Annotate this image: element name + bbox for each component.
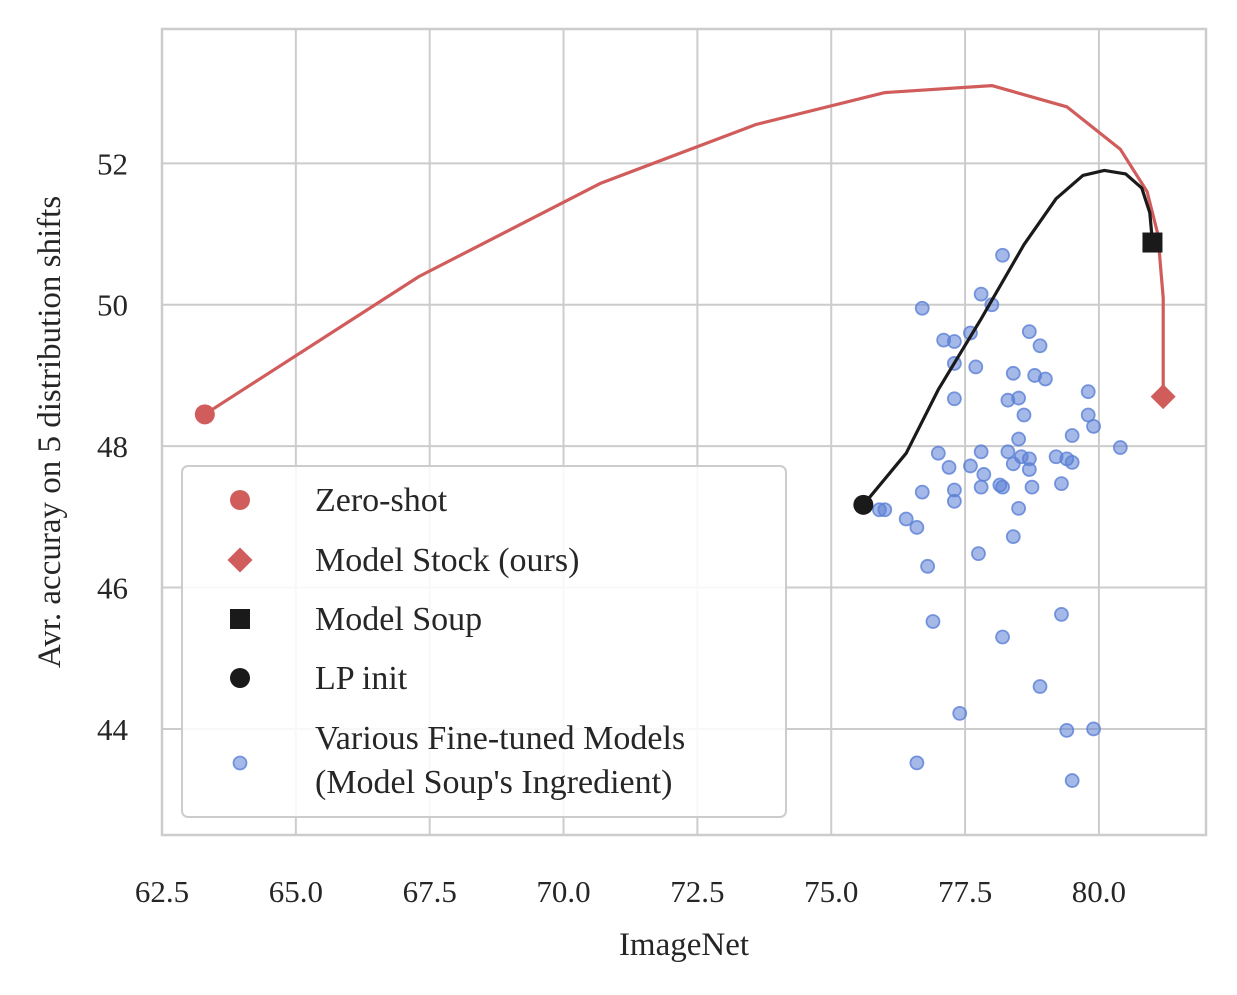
marker-point bbox=[194, 404, 215, 425]
legend-marker bbox=[232, 755, 248, 771]
legend-label-line: Various Fine-tuned Models bbox=[315, 720, 685, 757]
x-tick-label: 72.5 bbox=[670, 874, 724, 909]
ingredient-point bbox=[1064, 428, 1080, 443]
legend: Zero-shot Model Stock (ours) Model Soup LP … bbox=[181, 465, 787, 818]
x-axis-title: ImageNet bbox=[619, 927, 749, 963]
ingredient-point bbox=[1064, 773, 1080, 788]
legend-label-line: Model Soup bbox=[315, 601, 482, 638]
legend-marker bbox=[230, 490, 250, 510]
y-tick-label: 52 bbox=[97, 146, 128, 181]
ingredient-point bbox=[1011, 431, 1027, 447]
y-axis-title: Avr. accuray on 5 distribution shifts bbox=[32, 196, 68, 668]
legend-label-line: Zero-shot bbox=[315, 482, 448, 519]
plot-frame bbox=[160, 27, 1208, 837]
legend-label-line: (Model Soup's Ingredient) bbox=[315, 764, 672, 801]
legend-marker bbox=[230, 609, 250, 629]
legend-label: Various Fine-tuned Models (Model Soup's I… bbox=[315, 720, 685, 801]
ingredient-point bbox=[914, 484, 930, 500]
legend-label-line: Model Stock (ours) bbox=[315, 542, 579, 579]
ingredient-point bbox=[1032, 679, 1048, 694]
ingredient-point bbox=[930, 445, 946, 461]
ingredient-point bbox=[971, 546, 986, 562]
x-tick-label: 75.0 bbox=[804, 874, 858, 909]
marker-point bbox=[1150, 384, 1176, 410]
series-line bbox=[861, 168, 1155, 507]
y-tick-label: 50 bbox=[97, 288, 128, 323]
ingredient-point bbox=[1112, 440, 1128, 455]
ingredient-point bbox=[995, 479, 1010, 495]
ingredient-point bbox=[952, 705, 968, 721]
ingredient-point bbox=[963, 458, 978, 474]
ingredient-point bbox=[1037, 371, 1053, 387]
legend-label: Model Stock (ours) bbox=[315, 542, 579, 579]
ingredient-point bbox=[909, 520, 925, 535]
ingredient-point bbox=[925, 614, 941, 629]
ingredient-point bbox=[1011, 390, 1027, 406]
x-tick-label: 62.5 bbox=[135, 874, 189, 909]
ingredient-point bbox=[941, 459, 957, 475]
ingredient-point bbox=[1080, 384, 1096, 400]
ingredient-point bbox=[1005, 529, 1021, 545]
legend-label: Zero-shot bbox=[315, 482, 448, 519]
ingredient-point bbox=[1021, 324, 1037, 340]
ingredient-point bbox=[920, 558, 935, 574]
legend-marker bbox=[230, 668, 250, 688]
legend-box bbox=[181, 465, 787, 818]
y-tick-label: 44 bbox=[97, 712, 129, 747]
ingredient-point bbox=[1059, 722, 1075, 738]
x-tick-labels: 62.5 65.0 67.5 70.0 72.5 75.0 77.5 80.0 bbox=[135, 874, 1126, 909]
ingredient-point bbox=[1086, 418, 1101, 434]
ingredient-point bbox=[1024, 479, 1040, 495]
ingredient-point bbox=[872, 502, 887, 518]
marker-point bbox=[853, 494, 874, 515]
ingredient-point bbox=[1000, 444, 1016, 460]
ingredient-point bbox=[1016, 407, 1032, 423]
ingredient-point bbox=[973, 479, 989, 495]
y-tick-label: 46 bbox=[97, 571, 128, 606]
ingredient-point bbox=[1054, 607, 1069, 622]
ingredient-point bbox=[946, 493, 962, 509]
ingredient-point bbox=[909, 755, 925, 771]
x-tick-label: 80.0 bbox=[1072, 874, 1126, 909]
x-tick-label: 77.5 bbox=[938, 874, 992, 909]
ingredient-point bbox=[914, 300, 930, 316]
ingredient-point bbox=[1005, 456, 1021, 472]
series-layer bbox=[194, 84, 1176, 788]
ingredient-point bbox=[995, 247, 1010, 263]
ingredient-point bbox=[1032, 338, 1048, 354]
ingredient-point bbox=[1011, 500, 1027, 516]
ingredient-point bbox=[973, 286, 989, 302]
y-tick-labels: 44 46 48 50 52 bbox=[97, 146, 129, 747]
ingredient-point bbox=[1054, 476, 1069, 492]
ingredient-point bbox=[976, 467, 992, 482]
ingredient-point bbox=[1064, 455, 1080, 470]
ingredient-point bbox=[1005, 365, 1021, 381]
legend-marker bbox=[227, 547, 253, 573]
x-tick-label: 65.0 bbox=[269, 874, 323, 909]
ingredient-point bbox=[946, 391, 962, 407]
ingredient-point bbox=[898, 511, 914, 527]
legend-label-line: LP init bbox=[315, 660, 408, 697]
legend-label: Model Soup bbox=[315, 601, 482, 638]
x-tick-label: 70.0 bbox=[536, 874, 590, 909]
ingredient-point bbox=[995, 629, 1010, 645]
ingredient-point bbox=[1086, 721, 1101, 737]
marker-point bbox=[1142, 232, 1163, 253]
x-tick-label: 67.5 bbox=[403, 874, 457, 909]
ingredient-point bbox=[1021, 462, 1037, 477]
ingredient-point bbox=[973, 444, 989, 460]
ingredient-point bbox=[946, 334, 962, 349]
ingredient-point bbox=[968, 359, 984, 375]
legend-label: LP init bbox=[315, 660, 408, 697]
y-tick-label: 48 bbox=[97, 429, 128, 464]
